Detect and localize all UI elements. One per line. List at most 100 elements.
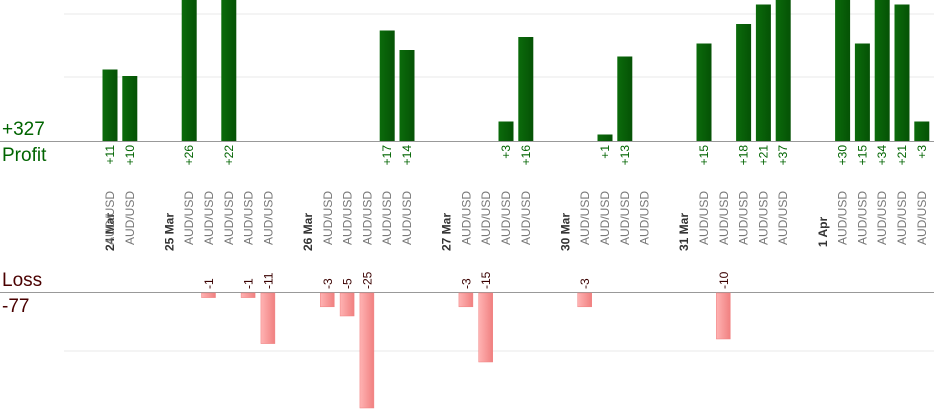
symbol-label: AUD/USD bbox=[776, 191, 790, 245]
profit-bar bbox=[498, 121, 514, 141]
date-label: 1 Apr bbox=[816, 217, 830, 248]
profit-value-label: +3 bbox=[499, 145, 513, 159]
symbol-label: AUD/USD bbox=[222, 191, 236, 245]
symbol-label: AUD/USD bbox=[459, 191, 473, 245]
profit-bar bbox=[874, 0, 890, 141]
loss-bar bbox=[240, 292, 256, 298]
symbol-label: AUD/USD bbox=[400, 191, 414, 245]
profit-value-label: +15 bbox=[855, 145, 869, 166]
profit-bar bbox=[399, 50, 415, 141]
profit-bar bbox=[696, 43, 712, 141]
profit-value-label: +15 bbox=[697, 145, 711, 166]
loss-bar bbox=[577, 292, 592, 308]
loss-value-label: -3 bbox=[459, 278, 473, 289]
date-label: 24 Mar bbox=[103, 213, 117, 251]
profit-bar bbox=[835, 0, 851, 141]
loss-bar bbox=[359, 292, 375, 409]
loss-value-label: -1 bbox=[202, 278, 216, 289]
date-label: 30 Mar bbox=[558, 213, 572, 251]
profit-value-label: +11 bbox=[103, 145, 117, 165]
profit-bar bbox=[775, 0, 791, 141]
symbol-label: AUD/USD bbox=[697, 191, 711, 245]
profit-bar bbox=[914, 121, 930, 141]
loss-bar bbox=[478, 292, 493, 363]
loss-value-label: -15 bbox=[479, 271, 493, 289]
symbol-label: AUD/USD bbox=[717, 191, 731, 245]
profit-bar bbox=[102, 69, 118, 141]
profit-value-label: +1 bbox=[598, 145, 612, 159]
loss-value-label: -1 bbox=[242, 278, 256, 289]
profit-bar bbox=[736, 24, 752, 141]
symbol-label: AUD/USD bbox=[915, 191, 929, 245]
profit-value-label: +21 bbox=[895, 145, 909, 166]
profit-total: +327 bbox=[2, 119, 45, 140]
symbol-label: AUD/USD bbox=[123, 191, 137, 245]
loss-bar bbox=[320, 292, 335, 308]
symbol-label: AUD/USD bbox=[519, 191, 533, 245]
loss-value-label: -10 bbox=[717, 271, 731, 289]
profit-value-label: +30 bbox=[836, 145, 850, 166]
date-label: 31 Mar bbox=[677, 213, 691, 251]
profit-value-label: +37 bbox=[776, 145, 790, 166]
loss-value-label: -3 bbox=[578, 278, 592, 289]
profit-bar bbox=[854, 43, 870, 141]
loss-value-label: -25 bbox=[360, 271, 374, 289]
loss-value-label: -11 bbox=[261, 272, 275, 289]
profit-bar bbox=[597, 134, 613, 141]
loss-value-label: -3 bbox=[321, 278, 335, 289]
symbol-label: AUD/USD bbox=[578, 191, 592, 245]
loss-label: Loss bbox=[2, 270, 43, 291]
symbol-label: AUD/USD bbox=[261, 191, 275, 245]
loss-bar bbox=[458, 292, 474, 308]
loss-total: -77 bbox=[2, 296, 30, 317]
symbol-label: AUD/USD bbox=[836, 191, 850, 245]
date-label: 26 Mar bbox=[301, 213, 315, 251]
profit-label: Profit bbox=[2, 145, 47, 166]
symbol-label: AUD/USD bbox=[103, 191, 117, 245]
profit-value-label: +14 bbox=[400, 145, 414, 166]
profit-bar bbox=[379, 30, 395, 141]
symbol-label: AUD/USD bbox=[855, 191, 869, 245]
profit-value-label: +16 bbox=[519, 145, 533, 166]
profit-value-label: +26 bbox=[182, 145, 196, 166]
profit-value-label: +3 bbox=[915, 145, 929, 159]
profit-bar bbox=[894, 4, 910, 141]
loss-bar bbox=[716, 292, 731, 340]
symbol-label: AUD/USD bbox=[618, 191, 632, 245]
symbol-label: AUD/USD bbox=[182, 191, 196, 245]
symbol-label: AUD/USD bbox=[638, 191, 652, 245]
profit-bar bbox=[221, 0, 237, 141]
date-label: 25 Mar bbox=[162, 213, 176, 251]
symbol-label: AUD/USD bbox=[341, 191, 355, 245]
profit-value-label: +13 bbox=[618, 145, 632, 166]
profit-value-label: +21 bbox=[756, 145, 770, 166]
symbol-label: AUD/USD bbox=[499, 191, 513, 245]
symbol-label: AUD/USD bbox=[875, 191, 889, 245]
profit-bar bbox=[181, 0, 197, 141]
loss-bar bbox=[339, 292, 355, 317]
profit-value-label: +18 bbox=[737, 145, 751, 166]
loss-bar bbox=[201, 292, 216, 298]
symbol-label: AUD/USD bbox=[598, 191, 612, 245]
symbol-label: AUD/USD bbox=[895, 191, 909, 245]
profit-value-label: +22 bbox=[222, 145, 236, 166]
loss-value-label: -5 bbox=[341, 278, 355, 289]
symbol-label: AUD/USD bbox=[242, 191, 256, 245]
symbol-label: AUD/USD bbox=[756, 191, 770, 245]
symbol-label: AUD/USD bbox=[202, 191, 216, 245]
profit-value-label: +17 bbox=[380, 145, 394, 166]
symbol-label: AUD/USD bbox=[321, 191, 335, 245]
profit-bar bbox=[617, 56, 633, 141]
symbol-label: AUD/USD bbox=[380, 191, 394, 245]
date-label: 27 Mar bbox=[440, 213, 454, 251]
profit-bar bbox=[755, 4, 771, 141]
profit-bar bbox=[122, 76, 138, 141]
profit-value-label: +10 bbox=[123, 145, 137, 166]
profit-value-label: +34 bbox=[875, 145, 889, 166]
profit-bar bbox=[518, 37, 534, 141]
symbol-label: AUD/USD bbox=[360, 191, 374, 245]
symbol-label: AUD/USD bbox=[479, 191, 493, 245]
symbol-label: AUD/USD bbox=[737, 191, 751, 245]
